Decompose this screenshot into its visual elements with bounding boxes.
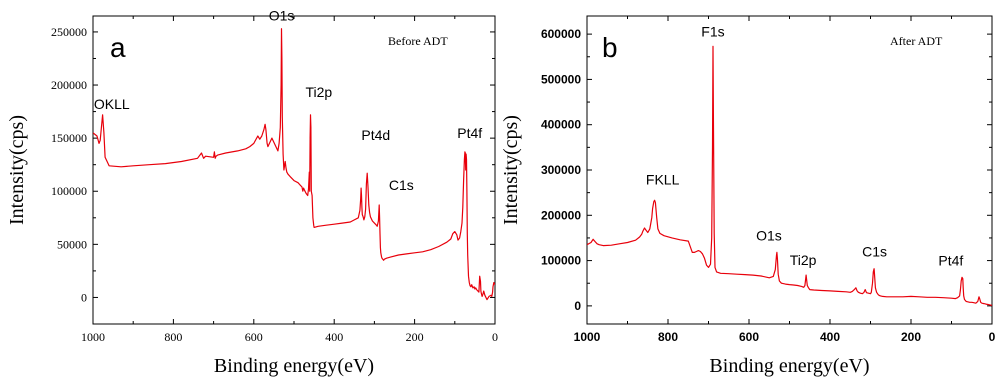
panel-label: a: [110, 32, 126, 63]
y-tick-label: 500000: [541, 72, 581, 86]
peak-label: C1s: [389, 177, 414, 193]
peak-label: Ti2p: [790, 252, 817, 268]
x-tick-label: 1000: [574, 330, 601, 344]
peak-label: Ti2p: [305, 84, 332, 100]
x-axis-label: Binding energy(eV): [709, 355, 869, 377]
y-axis-label: Intensity(cps): [500, 115, 522, 225]
peak-label: F1s: [701, 23, 724, 39]
y-tick-label: 0: [574, 299, 581, 313]
y-axis-label: Intensity(cps): [6, 115, 28, 225]
spectrum-line: [587, 45, 992, 306]
peak-label: Pt4f: [457, 125, 482, 141]
x-tick-label: 400: [820, 330, 840, 344]
x-tick-label: 200: [901, 330, 921, 344]
x-tick-label: 800: [164, 330, 182, 344]
peak-label: C1s: [862, 244, 887, 260]
y-tick-label: 600000: [541, 27, 581, 41]
x-tick-label: 600: [739, 330, 759, 344]
y-tick-label: 150000: [51, 131, 87, 145]
panel-annotation: Before ADT: [388, 34, 448, 48]
x-axis-label: Binding energy(eV): [214, 355, 374, 377]
x-tick-label: 0: [989, 330, 995, 344]
panel-label: b: [602, 32, 618, 63]
y-tick-label: 100000: [541, 254, 581, 268]
chart-panel-a: 1000 800 600 400 200 0 0 50000 100000 150000 20000…: [6, 8, 498, 377]
spectrum-line: [93, 28, 495, 301]
y-tick-label: 200000: [541, 208, 581, 222]
x-tick-label: 400: [325, 330, 343, 344]
peak-label: O1s: [269, 8, 295, 24]
peak-label: OKLL: [94, 96, 130, 112]
x-tick-label: 200: [406, 330, 424, 344]
y-tick-label: 200000: [51, 78, 87, 92]
plot-frame: [586, 15, 993, 325]
x-tick-label: 600: [245, 330, 263, 344]
y-tick-label: 100000: [51, 184, 87, 198]
peak-label: O1s: [756, 227, 782, 243]
y-tick-label: 0: [81, 290, 87, 304]
y-tick-label: 50000: [57, 237, 87, 251]
panel-annotation: After ADT: [890, 34, 943, 48]
chart-panel-b: 1000 800 600 400 200 0 0 100000 200000 300000 4000…: [500, 15, 995, 377]
plot-frame: [92, 15, 496, 325]
y-tick-label: 400000: [541, 118, 581, 132]
peak-label: Pt4d: [361, 127, 390, 143]
peak-label: Pt4f: [938, 252, 963, 268]
x-tick-label: 1000: [81, 330, 105, 344]
peak-label: FKLL: [646, 171, 680, 187]
x-tick-label: 800: [658, 330, 678, 344]
y-tick-label: 300000: [541, 163, 581, 177]
y-tick-label: 250000: [51, 25, 87, 39]
x-tick-label: 0: [492, 330, 498, 344]
